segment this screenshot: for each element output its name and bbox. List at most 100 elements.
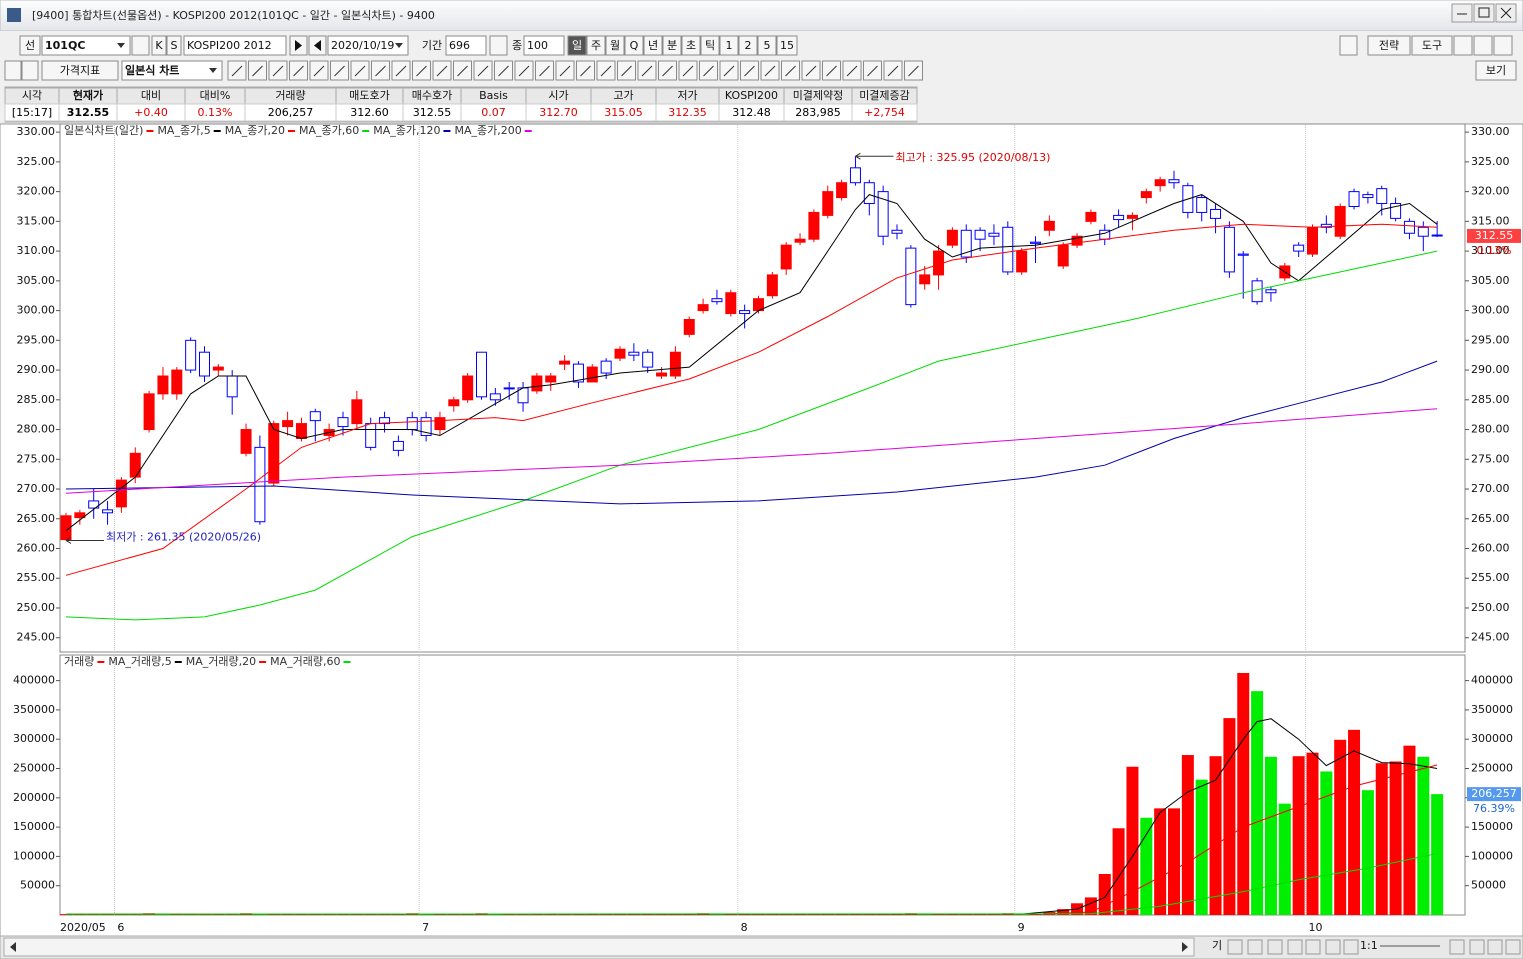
candle-body (1307, 226, 1318, 255)
y-tick-label: 290.00 (17, 363, 56, 376)
icon-button[interactable] (4, 60, 22, 81)
table-header: 고가 (613, 89, 633, 102)
icon (539, 65, 550, 77)
button[interactable] (700, 35, 720, 56)
candle-body (1154, 179, 1166, 187)
minimize-button[interactable] (1451, 3, 1473, 23)
button-label: 선 (25, 39, 35, 52)
window-title: [9400] 통합차트(선물옵션) - KOSPI200 2012(101QC … (32, 8, 435, 22)
volume-bar (1389, 761, 1402, 915)
dropdown[interactable] (327, 35, 409, 56)
button[interactable] (1473, 35, 1493, 56)
button[interactable] (643, 35, 663, 56)
candle-body (462, 375, 474, 401)
icon-button[interactable] (1487, 939, 1503, 955)
icon-button[interactable] (1505, 939, 1521, 955)
candle-body (129, 452, 141, 478)
button[interactable] (1493, 35, 1513, 56)
button[interactable] (166, 35, 182, 56)
candle-body (379, 417, 391, 425)
dropdown[interactable] (41, 35, 131, 56)
icon-button[interactable] (1305, 939, 1321, 955)
button[interactable] (151, 35, 167, 56)
button[interactable] (738, 35, 758, 56)
button-label: 2020/10/19 (331, 39, 394, 52)
icon-button[interactable] (1343, 939, 1359, 955)
icon-button[interactable] (1287, 939, 1303, 955)
candle-body (60, 515, 72, 541)
legend-swatch (443, 130, 451, 132)
window-controls[interactable] (1451, 3, 1517, 23)
button-label: 월 (610, 39, 620, 52)
y-tick-label: 50000 (20, 879, 55, 892)
candle-body (1126, 214, 1138, 219)
y-tick-label: 275.00 (17, 452, 56, 465)
button[interactable] (1475, 60, 1517, 81)
icon-button[interactable] (131, 35, 150, 56)
table-value: 0.13% (198, 106, 233, 119)
button[interactable] (586, 35, 606, 56)
input-field[interactable] (523, 35, 565, 56)
button-label: 년 (648, 39, 658, 52)
button-label: KOSPI200 2012 (187, 39, 272, 52)
button[interactable] (19, 35, 41, 56)
button[interactable] (605, 35, 625, 56)
candle-body (572, 363, 584, 383)
candle-body (1417, 226, 1429, 237)
candle-body (351, 399, 363, 425)
app-icon (7, 8, 21, 22)
dropdown-arrow (209, 68, 217, 73)
icon (252, 65, 263, 77)
ma-line (65, 223, 1438, 576)
candle-body (489, 393, 501, 401)
button[interactable] (776, 35, 798, 56)
icon-button[interactable] (21, 60, 39, 81)
button[interactable] (1411, 35, 1453, 56)
candle-body (476, 351, 487, 398)
button[interactable] (681, 35, 701, 56)
volume-bar (1403, 745, 1416, 915)
candle-body (337, 417, 349, 428)
icon-button[interactable] (1325, 939, 1341, 955)
legend-label: MA_종가,20 (225, 124, 285, 137)
candle-body (628, 351, 640, 356)
icon-button[interactable] (1449, 939, 1465, 955)
icon-button[interactable] (1469, 939, 1485, 955)
status-label: 기 (1212, 939, 1222, 952)
icon-button[interactable] (1247, 939, 1263, 955)
input-field[interactable] (183, 35, 287, 56)
table-header: 시각 (22, 89, 42, 102)
y-tick-label: 315.00 (1471, 214, 1510, 227)
scrollbar[interactable] (3, 937, 1195, 957)
annotation: 최고가 : 325.95 (2020/08/13) (895, 151, 1050, 164)
candle-body (212, 366, 224, 371)
candle-body (157, 375, 169, 395)
icon-button[interactable] (1227, 939, 1243, 955)
icon (887, 65, 899, 77)
button[interactable] (719, 35, 739, 56)
last-price-box (1467, 228, 1521, 243)
button[interactable] (662, 35, 682, 56)
volume-bar (1320, 771, 1333, 915)
volume-bar (1098, 873, 1111, 915)
table-value: +0.40 (134, 106, 168, 119)
button[interactable] (1453, 35, 1473, 56)
candle-body (503, 387, 515, 390)
button[interactable] (624, 35, 644, 56)
candle-body (988, 232, 1000, 237)
dropdown[interactable] (121, 60, 223, 81)
button[interactable] (567, 35, 587, 56)
candle-body (1293, 244, 1305, 252)
input-field[interactable] (445, 35, 487, 56)
candle-body (295, 423, 307, 439)
button[interactable] (757, 35, 777, 56)
icon-button[interactable] (489, 35, 508, 56)
y-tick-label: 200000 (13, 791, 55, 804)
icon-button[interactable] (1267, 939, 1283, 955)
maximize-button[interactable] (1473, 3, 1495, 23)
candle-body (1362, 194, 1374, 199)
button[interactable] (41, 60, 119, 81)
icon-button[interactable] (1339, 35, 1358, 56)
button[interactable] (1367, 35, 1411, 56)
